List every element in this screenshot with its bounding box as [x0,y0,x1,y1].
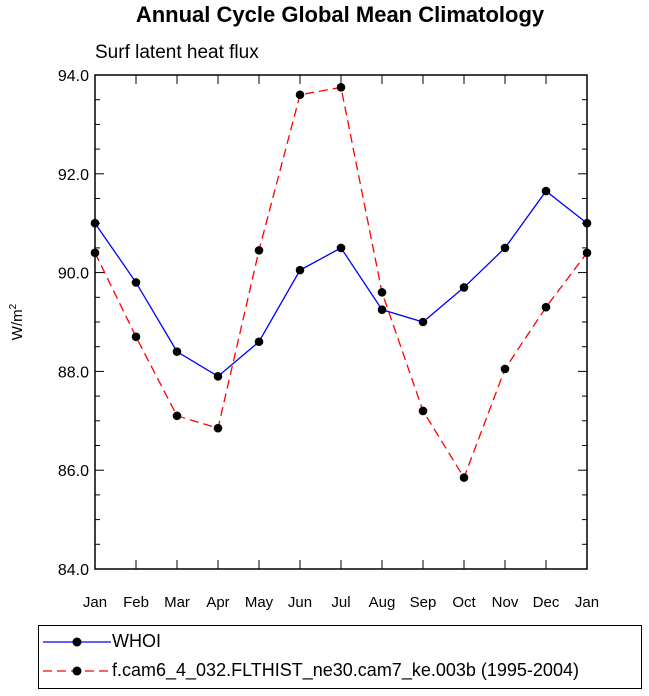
data-point-series-1 [418,406,428,416]
series-layer [90,83,592,482]
y-tick-label: 86.0 [58,463,89,480]
x-tick-label: Jul [331,594,350,611]
data-point-series-0 [295,265,305,275]
legend-entry-whoi: WHOI [39,628,641,656]
data-point-series-1 [295,90,305,100]
x-tick-label: Aug [369,594,396,611]
data-point-series-1 [459,473,469,482]
x-tick-label: Jan [575,594,599,611]
data-point-series-0 [213,372,223,381]
data-point-series-1 [172,411,182,421]
chart-svg: 84.0 86.0 88.0 90.0 92.0 94.0 Jan Feb Mar Apr May… [8,68,599,611]
x-tick-label: Jun [288,594,312,611]
x-tick-label: Feb [123,594,149,611]
y-tick-label: 84.0 [58,562,89,579]
y-tick-label: 92.0 [58,167,89,184]
x-tick-label: Oct [452,594,476,611]
x-tick-label: Sep [410,594,437,611]
legend-label-whoi: WHOI [112,631,161,651]
y-axis-label-superscript: 2 [8,303,19,309]
data-point-series-1 [500,364,510,374]
data-point-series-1 [90,248,100,258]
plot-frame [94,74,588,570]
data-point-series-0 [418,317,428,327]
data-point-series-1 [213,423,223,433]
data-point-series-0 [254,337,264,347]
data-point-series-0 [459,283,469,292]
data-point-series-0 [377,305,387,314]
y-axis: 84.0 86.0 88.0 90.0 92.0 94.0 [58,68,587,579]
x-axis: Jan Feb Mar Apr May Jun Jul Aug Sep Oct Nov Dec Jan [83,75,599,611]
chart-title: Annual Cycle Global Mean Climatology [135,2,545,27]
data-point-series-0 [582,218,592,228]
legend-entry-cam: f.cam6_4_032.FLTHIST_ne30.cam7_ke.003b (… [39,657,641,685]
data-point-series-0 [90,218,100,228]
x-tick-label: Dec [533,594,560,611]
legend-swatch-cam [43,666,111,676]
x-tick-label: Jan [83,594,107,611]
data-point-series-1 [541,302,551,312]
series-line-1 [94,86,588,480]
x-tick-label: Apr [206,594,229,611]
y-axis-label: W/m2 [8,303,26,340]
x-tick-label: Mar [164,594,190,611]
y-tick-label: 90.0 [58,266,89,283]
data-point-series-0 [500,243,510,253]
data-point-series-1 [254,246,264,255]
data-point-series-1 [336,83,346,92]
legend: WHOI f.cam6_4_032.FLTHIST_ne30.cam7_ke.0… [38,625,642,689]
y-tick-label: 88.0 [58,364,89,381]
x-tick-label: Nov [492,594,519,611]
y-tick-label: 94.0 [58,68,89,85]
legend-swatch-whoi [43,637,111,647]
chart-subtitle: Surf latent heat flux [95,42,259,63]
series-line-0 [94,190,588,378]
data-point-series-0 [541,186,551,196]
data-point-series-0 [131,278,141,287]
data-point-series-0 [172,347,182,356]
x-tick-label: May [245,594,274,611]
data-point-series-0 [336,243,346,253]
data-point-series-1 [131,332,141,342]
legend-label-cam: f.cam6_4_032.FLTHIST_ne30.cam7_ke.003b (… [112,660,579,680]
data-point-series-1 [377,288,387,297]
data-point-series-1 [582,248,592,258]
